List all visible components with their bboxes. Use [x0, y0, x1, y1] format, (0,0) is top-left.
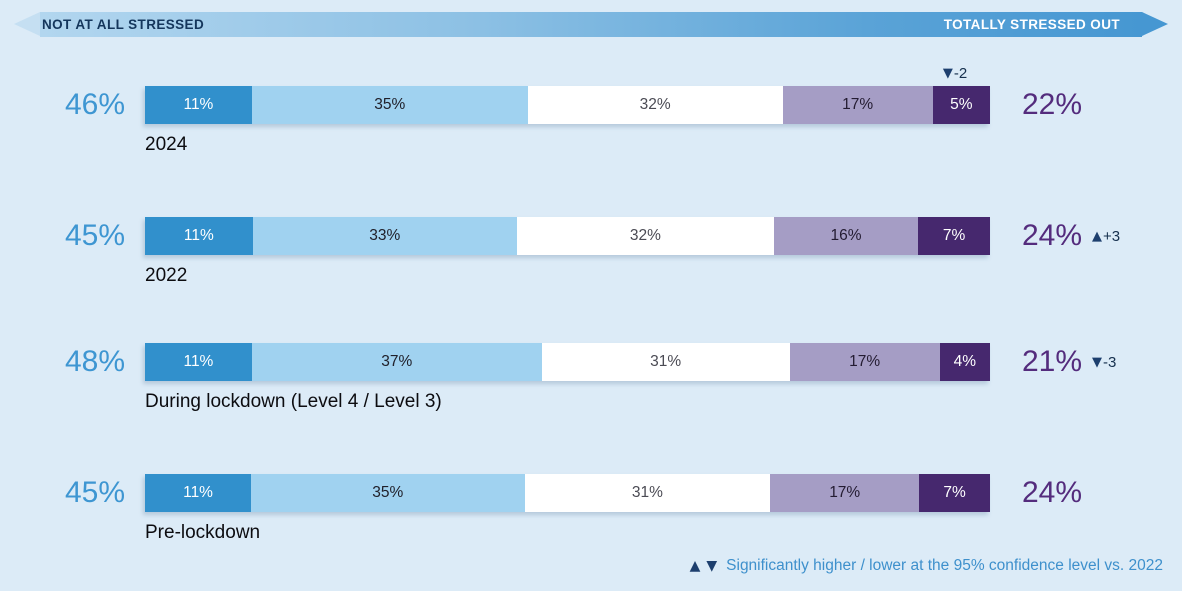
row-left-total: 48%: [64, 345, 126, 378]
significance-annotation: ▲ +3: [1092, 228, 1120, 245]
bar-segment: 7%: [919, 474, 990, 512]
triangle-down-icon: ▼: [706, 558, 718, 574]
bar-segment: 35%: [251, 474, 525, 512]
annotation-value: +3: [1103, 227, 1121, 245]
scale-left-label: NOT AT ALL STRESSED: [42, 17, 205, 32]
bar-segment: 17%: [782, 86, 933, 124]
stacked-bar: 11% 37% 31% 17% 4%: [145, 343, 990, 381]
row-right-total: 24%: [1022, 476, 1083, 509]
segment-label: 32%: [629, 227, 661, 244]
triangle-up-icon: ▲: [689, 558, 701, 574]
bar-segment: 11%: [145, 343, 252, 381]
segment-label: 31%: [631, 484, 663, 501]
segment-label: 5%: [950, 96, 973, 113]
chart-row: 45% 11% 33% 32% 16% 7% 2022 24% ▲ +3: [0, 217, 1182, 286]
stacked-bar: 11% 33% 32% 16% 7%: [145, 217, 990, 255]
bar-segment: 35%: [251, 86, 528, 124]
segment-label: 11%: [183, 227, 214, 244]
row-label: 2024: [145, 134, 188, 155]
segment-label: 7%: [943, 484, 966, 501]
bar-segment: 33%: [252, 217, 517, 255]
chart-row: 45% 11% 35% 31% 17% 7% Pre-lockdown 24%: [0, 474, 1182, 543]
chart-row: 48% 11% 37% 31% 17% 4% During lockdown (Level …: [0, 343, 1182, 412]
stacked-bar: 11% 35% 31% 17% 7%: [145, 474, 990, 512]
triangle-up-icon: ▲: [1092, 228, 1103, 244]
bar-segment: 11%: [145, 217, 253, 255]
segment-label: 11%: [183, 96, 214, 113]
bar-segment: 11%: [145, 86, 252, 124]
bar-segment: 16%: [774, 217, 919, 255]
segment-label: 4%: [953, 353, 976, 370]
row-label: Pre-lockdown: [145, 522, 261, 543]
row-left-total: 45%: [64, 219, 126, 252]
arrow-left-tip-icon: [14, 12, 40, 36]
row-label: During lockdown (Level 4 / Level 3): [145, 391, 442, 412]
bar-segment: 37%: [251, 343, 542, 381]
segment-label: 17%: [829, 484, 861, 501]
bar-segment: 17%: [770, 474, 920, 512]
bar-segment: 7%: [918, 217, 990, 255]
bar-segment: 32%: [516, 217, 775, 255]
segment-label: 37%: [381, 353, 413, 370]
footnote: ▲ ▼ Significantly higher / lower at the …: [690, 557, 1163, 575]
row-right-total-group: 21% ▼ -3: [1022, 343, 1116, 381]
segment-label: 17%: [849, 353, 881, 370]
stacked-bar: 11% 35% 32% 17% 5% ▼ -2: [145, 65, 990, 124]
row-left-total: 46%: [64, 88, 126, 121]
scale-arrow-body: NOT AT ALL STRESSED TOTALLY STRESSED OUT: [40, 12, 1142, 37]
triangle-down-icon: ▼: [1092, 354, 1103, 370]
segment-label: 33%: [369, 227, 401, 244]
scale-right-label: TOTALLY STRESSED OUT: [943, 17, 1120, 32]
scale-arrow: NOT AT ALL STRESSED TOTALLY STRESSED OUT: [14, 12, 1168, 37]
segment-label: 16%: [830, 227, 862, 244]
segment-label: 32%: [639, 96, 671, 113]
arrow-right-tip-icon: [1142, 12, 1168, 36]
row-label: 2022: [145, 265, 188, 286]
row-right-total-group: 24% ▲ +3: [1022, 217, 1120, 255]
chart-row: 46% 11% 35% 32% 17% 5% ▼ -2 2024 22%: [0, 65, 1182, 155]
significance-annotation: ▼ -3: [1092, 354, 1116, 371]
segment-label: 31%: [650, 353, 682, 370]
bar-segment: 5%: [932, 86, 990, 124]
row-right-total: 21%: [1022, 345, 1083, 378]
bar-segment: 31%: [524, 474, 771, 512]
annotation-value: -3: [1103, 353, 1117, 371]
row-right-total-group: 24%: [1022, 474, 1082, 512]
bar-segment: 11%: [145, 474, 252, 512]
row-right-total-group: 22%: [1022, 86, 1082, 124]
segment-label: 35%: [374, 96, 406, 113]
annotation-value: -2: [953, 65, 968, 82]
bar-segment: 32%: [527, 86, 783, 124]
bar-segment: 17%: [789, 343, 940, 381]
footnote-text: Significantly higher / lower at the 95% …: [726, 557, 1163, 574]
segment-label: 11%: [183, 484, 213, 501]
segment-label: 7%: [942, 227, 966, 244]
row-right-total: 22%: [1022, 88, 1083, 121]
triangle-down-icon: ▼: [942, 66, 953, 81]
segment-label: 11%: [183, 353, 214, 370]
segment-label: 17%: [842, 96, 874, 113]
row-right-total: 24%: [1022, 219, 1083, 252]
bar-segment: 4%: [939, 343, 990, 381]
bar-segment: 31%: [541, 343, 790, 381]
row-left-total: 45%: [64, 476, 126, 509]
segment-label: 35%: [372, 484, 404, 501]
significance-annotation: ▼ -2: [943, 65, 967, 82]
